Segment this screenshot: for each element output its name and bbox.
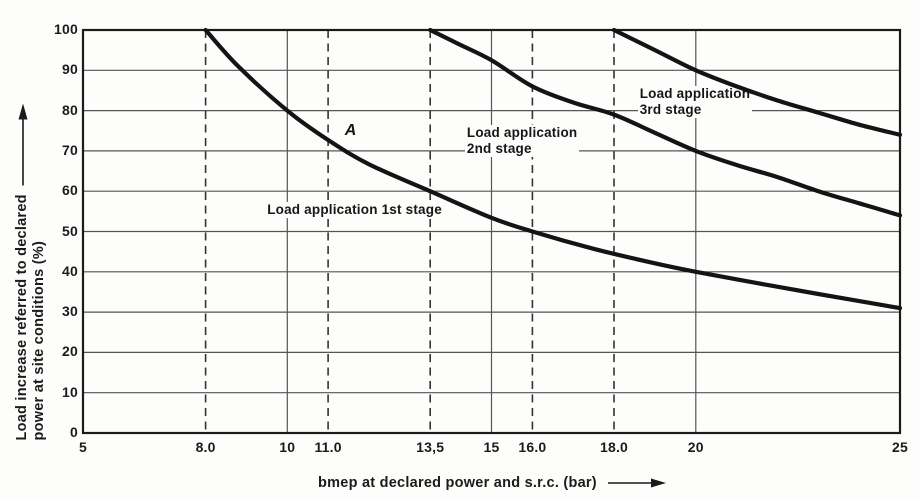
x-axis-title: bmep at declared power and s.r.c. (bar): [318, 475, 666, 491]
label-3rd-stage: Load application 3rd stage: [637, 86, 753, 119]
y-tick-label-100: 100: [54, 21, 78, 37]
label-3rd-stage-line: 3rd stage: [639, 102, 702, 118]
y-axis-title: Load increase referred to declared power…: [14, 56, 48, 441]
x-tick-label-25: 25: [892, 439, 908, 455]
y-tick-label-0: 0: [70, 424, 78, 440]
label-3rd-stage-line: Load application: [639, 86, 751, 102]
y-tick-label-90: 90: [62, 61, 78, 78]
x-tick-label-8.0: 8.0: [195, 439, 216, 455]
x-tick-label-5: 5: [79, 439, 87, 455]
label-2nd-stage-line: 2nd stage: [466, 140, 532, 156]
y-tick-label-30: 30: [62, 303, 78, 320]
label-2nd-stage-line: Load application: [466, 124, 578, 140]
x-tick-label-13,5: 13,5: [416, 439, 445, 455]
x-axis-arrow-icon: [607, 478, 666, 488]
y-axis-title-line1: Load increase referred to declared: [14, 194, 30, 441]
y-axis-title-line1-wrap: Load increase referred to declared: [14, 56, 31, 441]
y-tick-label-60: 60: [62, 182, 78, 199]
point-a-label: A: [342, 121, 359, 140]
x-tick-label-10: 10: [279, 439, 296, 455]
y-tick-label-10: 10: [62, 383, 78, 400]
y-tick-label-70: 70: [62, 141, 78, 158]
y-tick-label-40: 40: [62, 262, 78, 279]
x-tick-label-15: 15: [483, 439, 500, 455]
x-axis-title-text: bmep at declared power and s.r.c. (bar): [318, 475, 597, 491]
x-tick-label-20: 20: [687, 439, 704, 455]
label-2nd-stage: Load application 2nd stage: [464, 124, 580, 157]
label-1st-stage: Load application 1st stage: [265, 202, 444, 219]
y-tick-label-20: 20: [62, 343, 78, 360]
x-tick-label-18.0: 18.0: [599, 439, 629, 455]
x-tick-label-11.0: 11.0: [314, 439, 342, 455]
x-tick-label-16.0: 16.0: [518, 439, 547, 455]
y-axis-arrow-icon: [18, 103, 27, 186]
y-tick-label-50: 50: [62, 222, 78, 239]
point-a-label-line: A: [344, 121, 357, 139]
y-tick-label-80: 80: [62, 101, 78, 118]
label-1st-stage-line: Load application 1st stage: [267, 202, 442, 218]
